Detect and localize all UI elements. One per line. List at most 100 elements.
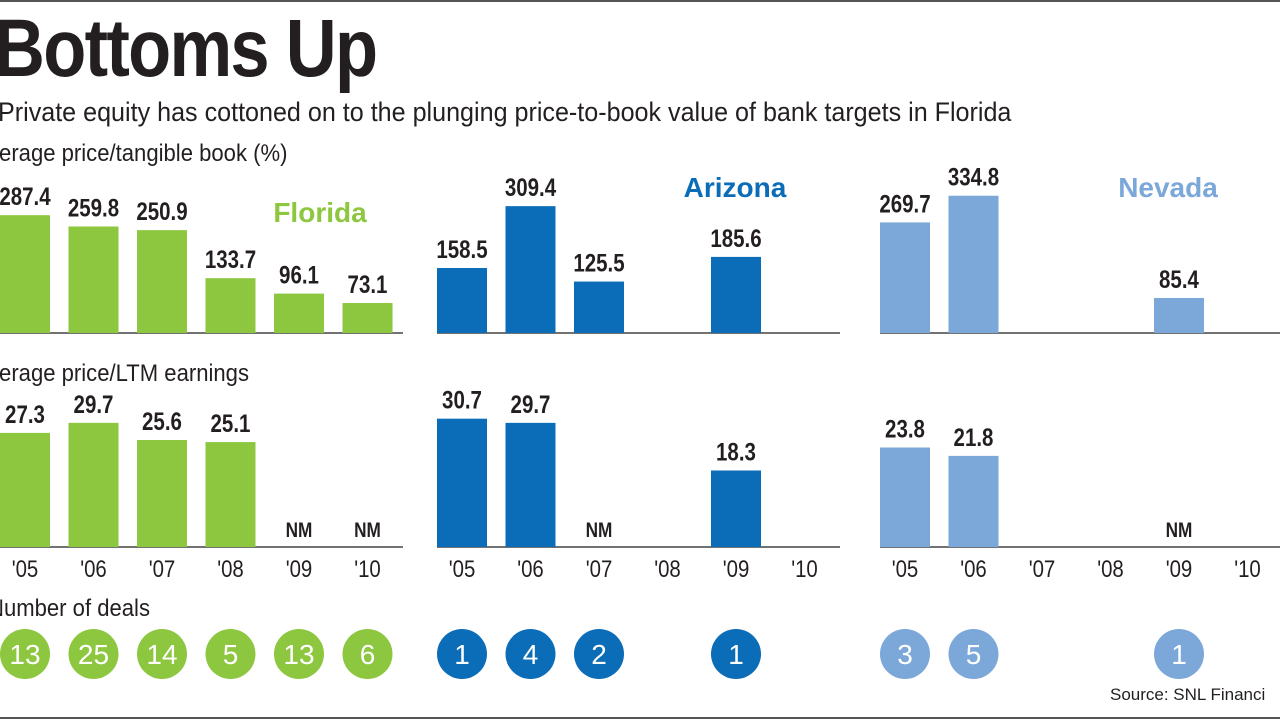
florida-panel-title: Florida	[273, 197, 367, 228]
florida-book-label-2: 250.9	[136, 197, 187, 225]
nevada-deal-circle-4	[1154, 629, 1204, 679]
florida-year-label-4: '09	[286, 555, 313, 582]
nevada-year-label-5: '10	[1234, 555, 1261, 582]
florida-earnings-label-2: 25.6	[142, 407, 182, 435]
florida-year-label-0: '05	[12, 555, 39, 582]
arizona-year-label-3: '08	[654, 555, 681, 582]
florida-year-label-2: '07	[149, 555, 176, 582]
arizona-year-label-1: '06	[517, 555, 544, 582]
arizona-year-label-4: '09	[723, 555, 750, 582]
nevada-book-label-4: 85.4	[1159, 265, 1199, 293]
florida-year-label-1: '06	[80, 555, 107, 582]
arizona-earnings-label-4: 18.3	[716, 438, 756, 466]
nevada-earnings-label-1: 21.8	[954, 423, 994, 451]
florida-book-bar-0	[0, 215, 50, 333]
arizona-year-label-5: '10	[791, 555, 818, 582]
nevada-earnings-label-0: 23.8	[885, 415, 925, 443]
arizona-deal-count-4: 1	[728, 639, 744, 670]
florida-deal-count-0: 13	[9, 639, 40, 670]
florida-earnings-label-1: 29.7	[74, 390, 114, 418]
nevada-deal-circle-1	[948, 629, 999, 679]
florida-book-label-0: 287.4	[0, 182, 51, 210]
florida-deal-circle-4	[274, 629, 324, 679]
arizona-book-label-0: 158.5	[436, 235, 488, 263]
nevada-year-label-4: '09	[1166, 555, 1193, 582]
arizona-year-label-0: '05	[449, 555, 476, 582]
deals-section-label: Number of deals	[0, 595, 151, 622]
arizona-earnings-bar-4	[711, 470, 761, 547]
florida-deal-count-2: 14	[146, 639, 177, 670]
arizona-deal-circle-4	[711, 629, 761, 679]
florida-deal-count-4: 13	[283, 639, 314, 670]
nevada-year-label-3: '08	[1097, 555, 1124, 582]
nevada-earnings-label-4: NM	[1166, 520, 1193, 543]
florida-book-bar-3	[205, 278, 256, 333]
arizona-year-label-2: '07	[586, 555, 613, 582]
florida-deal-circle-1	[68, 629, 119, 679]
florida-deal-count-5: 6	[360, 639, 376, 670]
arizona-book-bar-0	[437, 268, 487, 333]
chart-subtitle: Private equity has cottoned on to the pl…	[0, 97, 1012, 127]
nevada-book-bar-1	[948, 195, 999, 333]
florida-book-label-5: 73.1	[348, 270, 388, 298]
arizona-earnings-bar-1	[505, 422, 556, 547]
florida-earnings-label-3: 25.1	[211, 409, 251, 437]
arizona-book-label-2: 125.5	[573, 249, 625, 277]
bottom-rule	[0, 717, 1280, 719]
arizona-book-bar-2	[574, 281, 624, 333]
nevada-deal-count-4: 1	[1171, 639, 1187, 670]
florida-deal-count-3: 5	[223, 639, 239, 670]
arizona-book-label-4: 185.6	[710, 224, 761, 252]
florida-deal-count-1: 25	[78, 639, 109, 670]
arizona-book-bar-4	[711, 256, 761, 333]
book-section-label: verage price/tangible book (%)	[0, 140, 288, 167]
florida-book-bar-5	[342, 303, 393, 333]
florida-earnings-label-4: NM	[286, 520, 313, 543]
nevada-earnings-bar-0	[880, 447, 930, 547]
arizona-deal-circle-2	[574, 629, 624, 679]
florida-book-label-4: 96.1	[279, 261, 319, 289]
nevada-year-label-2: '07	[1029, 555, 1056, 582]
nevada-panel-title: Nevada	[1118, 172, 1218, 203]
arizona-panel-title: Arizona	[684, 172, 787, 203]
florida-earnings-bar-1	[68, 422, 119, 547]
arizona-deal-count-1: 4	[523, 639, 539, 670]
nevada-book-label-1: 334.8	[948, 163, 1000, 191]
arizona-deal-circle-0	[437, 629, 487, 679]
arizona-earnings-label-0: 30.7	[442, 386, 482, 414]
florida-book-label-1: 259.8	[68, 194, 120, 222]
florida-book-label-3: 133.7	[205, 245, 256, 273]
arizona-book-label-1: 309.4	[505, 173, 557, 201]
arizona-earnings-label-1: 29.7	[511, 390, 551, 418]
nevada-book-label-0: 269.7	[879, 189, 930, 217]
florida-book-bar-4	[274, 293, 324, 333]
arizona-deal-circle-1	[505, 629, 556, 679]
arizona-book-bar-1	[505, 206, 556, 333]
florida-year-label-3: '08	[217, 555, 244, 582]
earnings-section-label: verage price/LTM earnings	[0, 360, 249, 387]
source-note: Source: SNL Financi	[1110, 685, 1266, 704]
nevada-year-label-1: '06	[960, 555, 987, 582]
florida-book-bar-2	[137, 230, 187, 333]
nevada-book-bar-0	[880, 222, 930, 333]
nevada-deal-count-0: 3	[897, 639, 913, 670]
florida-earnings-bar-3	[205, 442, 256, 547]
florida-earnings-label-0: 27.3	[5, 400, 45, 428]
florida-earnings-bar-0	[0, 432, 50, 547]
florida-deal-circle-3	[205, 629, 256, 679]
florida-earnings-label-5: NM	[354, 520, 381, 543]
arizona-earnings-bar-0	[437, 418, 487, 547]
nevada-earnings-bar-1	[948, 455, 999, 547]
florida-deal-circle-0	[0, 629, 50, 679]
florida-earnings-bar-2	[137, 439, 187, 547]
florida-book-bar-1	[68, 226, 119, 333]
nevada-deal-count-1: 5	[966, 639, 982, 670]
arizona-deal-count-2: 2	[591, 639, 607, 670]
nevada-book-bar-4	[1154, 297, 1204, 333]
arizona-earnings-label-2: NM	[586, 520, 613, 543]
chart-title: Bottoms Up	[0, 3, 378, 94]
nevada-deal-circle-0	[880, 629, 930, 679]
florida-year-label-5: '10	[354, 555, 381, 582]
arizona-deal-count-0: 1	[454, 639, 470, 670]
